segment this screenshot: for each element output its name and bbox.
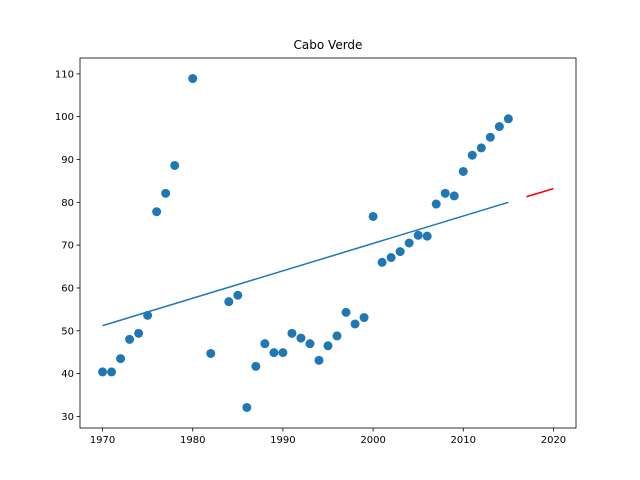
data-point xyxy=(305,339,315,349)
data-point xyxy=(269,348,279,358)
data-point xyxy=(494,122,504,132)
data-point xyxy=(377,257,387,267)
data-point xyxy=(341,307,351,317)
data-point xyxy=(458,166,468,176)
data-point xyxy=(251,361,261,371)
trend-line xyxy=(102,201,509,327)
data-point xyxy=(134,328,144,338)
x-tick-label: 1970 xyxy=(90,435,115,446)
data-point xyxy=(242,402,252,412)
forecast-line xyxy=(526,187,554,198)
data-point xyxy=(125,334,135,344)
data-point xyxy=(143,310,153,320)
data-point xyxy=(476,143,486,153)
data-point xyxy=(359,313,369,323)
y-tick-label: 110 xyxy=(55,69,74,80)
data-point xyxy=(323,341,333,351)
x-tick-label: 2020 xyxy=(541,435,566,446)
data-point xyxy=(188,74,198,84)
chart-title: Cabo Verde xyxy=(294,38,363,52)
data-point xyxy=(260,339,270,349)
data-point xyxy=(485,132,495,142)
data-point xyxy=(332,331,342,341)
y-tick-label: 30 xyxy=(61,412,74,423)
x-tick-label: 1990 xyxy=(270,435,295,446)
y-tick-label: 50 xyxy=(61,326,74,337)
axes-frame xyxy=(79,57,577,429)
y-tick-label: 40 xyxy=(61,369,74,380)
data-point xyxy=(431,199,441,209)
data-point xyxy=(296,333,306,343)
data-point xyxy=(233,290,243,300)
y-tick-label: 80 xyxy=(61,198,74,209)
y-tick-label: 60 xyxy=(61,283,74,294)
y-tick-label: 70 xyxy=(61,241,74,252)
data-point xyxy=(467,150,477,160)
data-point xyxy=(98,367,108,377)
x-tick-label: 2000 xyxy=(360,435,385,446)
x-tick-label: 1980 xyxy=(180,435,205,446)
data-point xyxy=(386,253,396,263)
data-point xyxy=(206,348,216,358)
data-point xyxy=(170,160,180,170)
data-point xyxy=(422,231,432,241)
data-point xyxy=(503,114,513,124)
data-point xyxy=(368,211,378,221)
data-point xyxy=(350,319,360,329)
data-point xyxy=(413,230,423,240)
y-tick-label: 100 xyxy=(55,112,74,123)
data-point xyxy=(278,348,288,358)
data-point xyxy=(107,367,117,377)
data-point xyxy=(287,328,297,338)
data-point xyxy=(404,238,414,248)
data-point xyxy=(449,191,459,201)
x-tick-label: 2010 xyxy=(451,435,476,446)
plot-area: 1970 1980 1990 2000 2010 2020 30 40 50 60 70 80 90 10… xyxy=(55,69,566,446)
data-point xyxy=(116,354,126,364)
y-tick-label: 90 xyxy=(61,155,74,166)
data-point xyxy=(224,297,234,307)
data-point xyxy=(395,247,405,257)
data-point xyxy=(161,188,171,198)
data-point xyxy=(440,188,450,198)
data-point xyxy=(314,355,324,365)
data-point xyxy=(152,207,162,217)
